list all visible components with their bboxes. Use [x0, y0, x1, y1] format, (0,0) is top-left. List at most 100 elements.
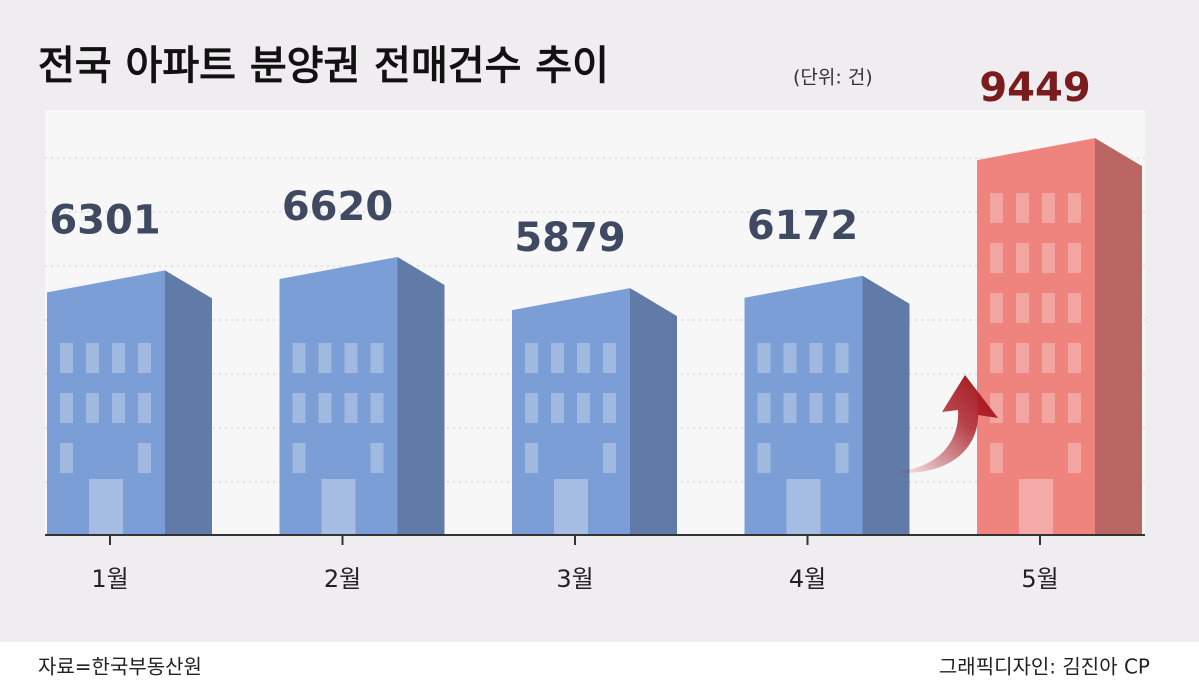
- window: [603, 443, 616, 473]
- window: [1016, 343, 1029, 373]
- x-tick-label: 1월: [91, 565, 128, 593]
- building: [512, 288, 677, 535]
- door: [1019, 479, 1053, 535]
- building-side: [165, 270, 212, 535]
- window: [1042, 293, 1055, 323]
- value-label: 6172: [747, 203, 858, 249]
- window: [809, 343, 823, 373]
- window: [1016, 243, 1029, 273]
- window: [551, 343, 564, 373]
- building-side: [630, 288, 677, 535]
- window: [1068, 343, 1081, 373]
- window: [783, 393, 797, 423]
- window: [1042, 243, 1055, 273]
- window: [1042, 393, 1055, 423]
- x-tick-label: 4월: [789, 565, 826, 593]
- window: [1068, 243, 1081, 273]
- window: [809, 393, 823, 423]
- window: [757, 393, 771, 423]
- building-front: [744, 275, 863, 535]
- door: [554, 479, 588, 535]
- window: [292, 393, 306, 423]
- window: [370, 443, 384, 473]
- window: [551, 393, 564, 423]
- rise-arrow: [890, 375, 998, 473]
- door: [89, 479, 123, 535]
- x-tick-label: 2월: [324, 565, 361, 593]
- building: [977, 138, 1142, 535]
- window: [757, 343, 771, 373]
- window: [1068, 393, 1081, 423]
- window: [60, 443, 73, 473]
- building: [744, 275, 910, 535]
- window: [1068, 293, 1081, 323]
- value-label: 9449: [979, 65, 1090, 111]
- window: [86, 343, 99, 373]
- building-front: [47, 270, 165, 535]
- building-side: [1095, 138, 1142, 535]
- window: [1042, 193, 1055, 223]
- window: [990, 343, 1003, 373]
- unit-label: (단위: 건): [793, 67, 873, 89]
- footer-band: [0, 642, 1199, 694]
- x-tick-label: 5월: [1021, 565, 1058, 593]
- building-front: [977, 138, 1095, 535]
- window: [138, 393, 151, 423]
- window: [835, 393, 849, 423]
- window: [370, 393, 384, 423]
- building-front: [279, 256, 398, 535]
- window: [757, 443, 771, 473]
- window: [292, 343, 306, 373]
- building: [279, 256, 445, 535]
- window: [1068, 193, 1081, 223]
- window: [60, 343, 73, 373]
- window: [60, 393, 73, 423]
- window: [835, 343, 849, 373]
- window: [783, 343, 797, 373]
- window: [1016, 393, 1029, 423]
- window: [525, 343, 538, 373]
- window: [990, 293, 1003, 323]
- window: [86, 393, 99, 423]
- x-tick-label: 3월: [556, 565, 593, 593]
- building: [47, 270, 212, 535]
- building-side: [862, 275, 910, 535]
- window: [292, 443, 306, 473]
- window: [370, 343, 384, 373]
- window: [138, 343, 151, 373]
- window: [525, 443, 538, 473]
- door: [786, 479, 821, 535]
- source: 자료=한국부동산원: [38, 655, 202, 679]
- window: [525, 393, 538, 423]
- window: [603, 343, 616, 373]
- value-label: 5879: [514, 215, 625, 261]
- window: [318, 393, 332, 423]
- window: [603, 393, 616, 423]
- window: [1068, 443, 1081, 473]
- window: [835, 443, 849, 473]
- window: [990, 393, 1003, 423]
- credit: 그래픽디자인: 김진아 CP: [939, 655, 1150, 679]
- window: [1042, 343, 1055, 373]
- bars: 6301 6620 5879 6172 9449: [47, 65, 1142, 535]
- window: [990, 243, 1003, 273]
- window: [1016, 293, 1029, 323]
- window: [1016, 193, 1029, 223]
- building-front: [512, 288, 630, 535]
- window: [344, 393, 358, 423]
- window: [112, 343, 125, 373]
- window: [112, 393, 125, 423]
- window: [990, 193, 1003, 223]
- chart-title: 전국 아파트 분양권 전매건수 추이: [38, 43, 609, 89]
- window: [990, 443, 1003, 473]
- door: [321, 479, 356, 535]
- window: [344, 343, 358, 373]
- value-label: 6620: [282, 184, 393, 230]
- building-side: [397, 256, 445, 535]
- value-label: 6301: [49, 197, 160, 243]
- window: [577, 343, 590, 373]
- window: [318, 343, 332, 373]
- window: [138, 443, 151, 473]
